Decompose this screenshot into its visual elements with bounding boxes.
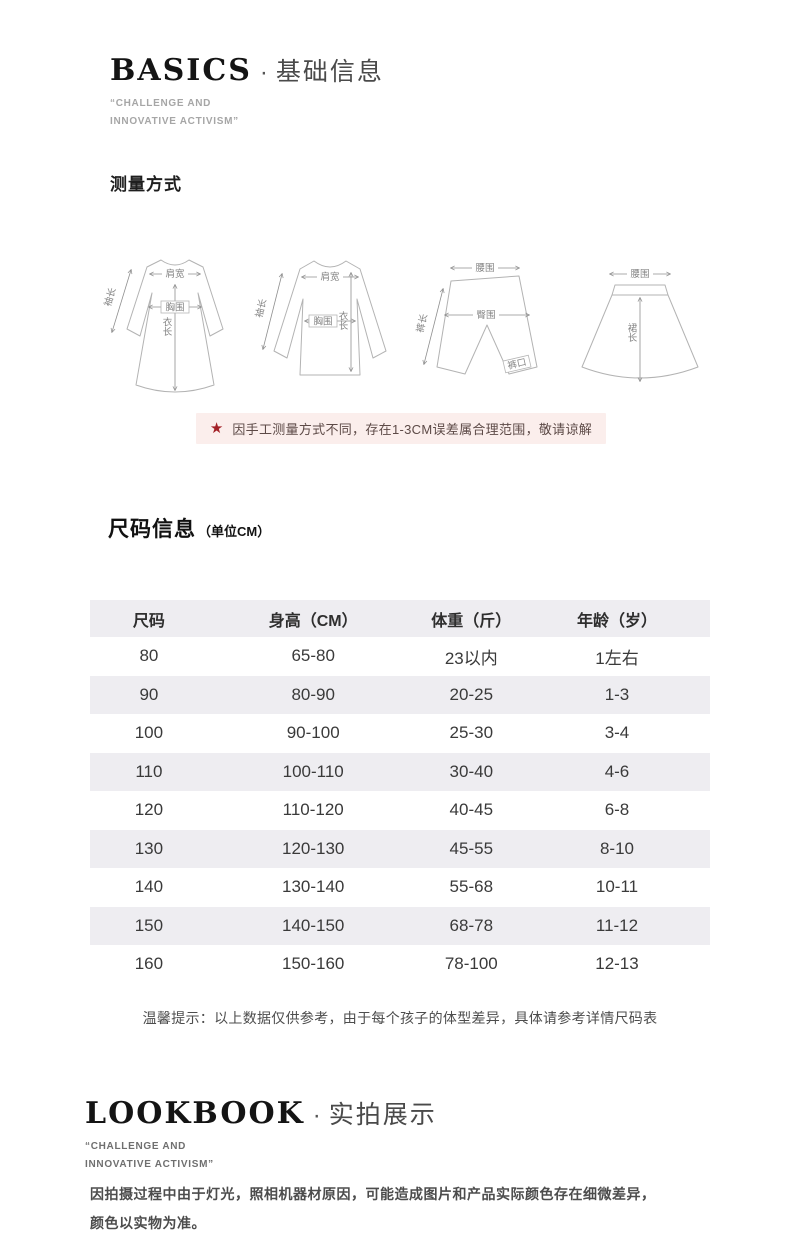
basics-title: BASICS · 基础信息 [110, 52, 384, 88]
color-note-line1: 因拍摄过程中由于灯光，照相机器材原因，可能造成图片和产品实际颜色存在细微差异， [90, 1186, 656, 1202]
cell-age: 4-6 [604, 761, 630, 781]
basics-subtitle-line2: INNOVATIVE ACTIVISM” [110, 115, 239, 127]
col-header-weight: 体重（斤） [431, 612, 512, 630]
basics-subtitle: “CHALLENGE AND INNOVATIVE ACTIVISM” [110, 95, 384, 130]
pants-hem-label: 裤口 [506, 356, 527, 372]
cell-height: 130-140 [282, 877, 345, 897]
sweater-sleeve-label: 袖长 [253, 297, 269, 319]
cell-age: 6-8 [604, 800, 630, 820]
basics-section-header: BASICS · 基础信息 “CHALLENGE AND INNOVATIVE … [110, 52, 384, 130]
measure-method-heading: 测量方式 [110, 175, 182, 194]
size-tip-text: 温馨提示：以上数据仅供参考，由于每个孩子的体型差异，具体请参考详情尺码表 [142, 1010, 658, 1026]
cell-size: 160 [134, 954, 164, 974]
sweater-shoulder-label: 肩宽 [320, 271, 340, 283]
tunic-chest-label: 胸围 [165, 302, 184, 314]
basics-title-en: BASICS [110, 53, 252, 88]
lookbook-title: LOOKBOOK · 实拍展示 [85, 1095, 437, 1131]
sweater-diagram: 衣长 胸围 肩宽 袖长 [253, 260, 387, 376]
cell-weight: 68-78 [449, 915, 494, 935]
cell-weight: 78-100 [444, 954, 498, 974]
cell-height: 80-90 [291, 684, 335, 704]
cell-height: 110-120 [282, 800, 344, 820]
col-header-size: 尺码 [132, 612, 165, 630]
cell-size: 110 [135, 761, 163, 781]
lookbook-subtitle-line1: “CHALLENGE AND [85, 1141, 187, 1152]
basics-title-cn: 基础信息 [275, 58, 384, 86]
tunic-diagram: 衣长 胸围 肩宽 袖长 [102, 259, 224, 393]
cell-size: 100 [134, 723, 164, 743]
table-row: 110 100-110 30-40 4-6 [90, 752, 710, 791]
table-row: 90 80-90 20-25 1-3 [90, 675, 710, 714]
skirt-diagram: 腰围 裙长 [581, 268, 699, 408]
cell-height: 65-80 [291, 646, 335, 666]
color-difference-note: 因拍摄过程中由于灯光，照相机器材原因，可能造成图片和产品实际颜色存在细微差异， … [90, 1180, 730, 1239]
lookbook-subtitle: “CHALLENGE AND INNOVATIVE ACTIVISM” [85, 1138, 437, 1173]
pants-hip-label: 臀围 [476, 310, 495, 321]
cell-weight: 40-45 [449, 800, 494, 820]
pants-waist-label: 腰围 [475, 263, 494, 274]
cell-age: 3-4 [604, 723, 630, 743]
skirt-length-label: 裙长 [626, 322, 638, 343]
notice-text: 因手工测量方式不同，存在1-3CM误差属合理范围，敬请谅解 [232, 422, 593, 437]
col-header-height: 身高（CM） [268, 612, 358, 630]
lookbook-title-en: LOOKBOOK [85, 1096, 305, 1131]
cell-age: 1-3 [604, 684, 630, 704]
table-row: 150 140-150 68-78 11-12 [90, 906, 710, 945]
cell-size: 130 [134, 838, 164, 858]
measurement-notice-banner: ★ 因手工测量方式不同，存在1-3CM误差属合理范围，敬请谅解 [196, 413, 606, 444]
star-icon: ★ [209, 420, 224, 437]
cell-weight: 20-25 [449, 684, 494, 704]
sweater-chest-label: 胸围 [313, 316, 332, 328]
cell-age: 8-10 [599, 838, 634, 858]
lookbook-subtitle-line2: INNOVATIVE ACTIVISM” [85, 1158, 214, 1170]
cell-weight: 55-68 [449, 877, 494, 897]
cell-size: 120 [134, 800, 164, 820]
measurement-diagrams: 衣长 胸围 肩宽 袖长 衣长 胸围 肩宽 袖长 [95, 243, 720, 408]
tunic-length-label: 衣长 [161, 316, 173, 337]
cell-weight: 30-40 [449, 761, 494, 781]
cell-age: 10-11 [595, 877, 639, 897]
size-info-heading: 尺码信息 （单位CM） [108, 513, 270, 543]
table-row: 120 110-120 40-45 6-8 [90, 791, 710, 830]
table-row: 100 90-100 25-30 3-4 [90, 714, 710, 753]
cell-height: 120-130 [282, 838, 345, 858]
cell-age: 11-12 [595, 915, 639, 935]
basics-subtitle-line1: “CHALLENGE AND [110, 98, 212, 109]
cell-age: 1左右 [595, 648, 639, 668]
tunic-shoulder-label: 肩宽 [165, 268, 185, 280]
pants-length-label: 裤长 [414, 312, 430, 334]
cell-weight: 25-30 [449, 723, 494, 743]
size-info-unit: （单位CM） [198, 524, 271, 539]
table-row: 80 65-80 23以内 1左右 [90, 637, 710, 676]
size-info-title: 尺码信息 [108, 518, 196, 541]
cell-height: 150-160 [282, 954, 345, 974]
cell-weight: 23以内 [444, 648, 498, 668]
pants-diagram: 腰围 臀围 裤长 裤口 [414, 262, 538, 375]
color-note-line2: 颜色以实物为准。 [90, 1215, 206, 1232]
cell-size: 150 [134, 915, 164, 935]
title-dot-separator: · [312, 1102, 321, 1129]
lookbook-section-header: LOOKBOOK · 实拍展示 “CHALLENGE AND INNOVATIV… [85, 1095, 437, 1173]
lookbook-title-cn: 实拍展示 [328, 1101, 437, 1129]
skirt-waist-label: 腰围 [630, 269, 649, 280]
size-table: 尺码 身高（CM） 体重（斤） 年龄（岁） 80 65-80 23以内 1左右 … [90, 600, 710, 984]
cell-age: 12-13 [595, 954, 639, 974]
table-row: 140 130-140 55-68 10-11 [90, 868, 710, 907]
cell-height: 100-110 [282, 761, 344, 781]
cell-weight: 45-55 [449, 838, 494, 858]
size-table-header-row: 尺码 身高（CM） 体重（斤） 年龄（岁） [90, 600, 710, 637]
tunic-sleeve-label: 袖长 [102, 286, 119, 308]
cell-size: 90 [139, 684, 159, 704]
cell-size: 80 [139, 646, 159, 666]
cell-size: 140 [134, 877, 164, 897]
cell-height: 90-100 [286, 723, 340, 743]
table-row: 160 150-160 78-100 12-13 [90, 945, 710, 984]
col-header-age: 年龄（岁） [576, 612, 657, 630]
table-row: 130 120-130 45-55 8-10 [90, 829, 710, 868]
cell-height: 140-150 [282, 915, 345, 935]
title-dot-separator: · [259, 59, 268, 86]
